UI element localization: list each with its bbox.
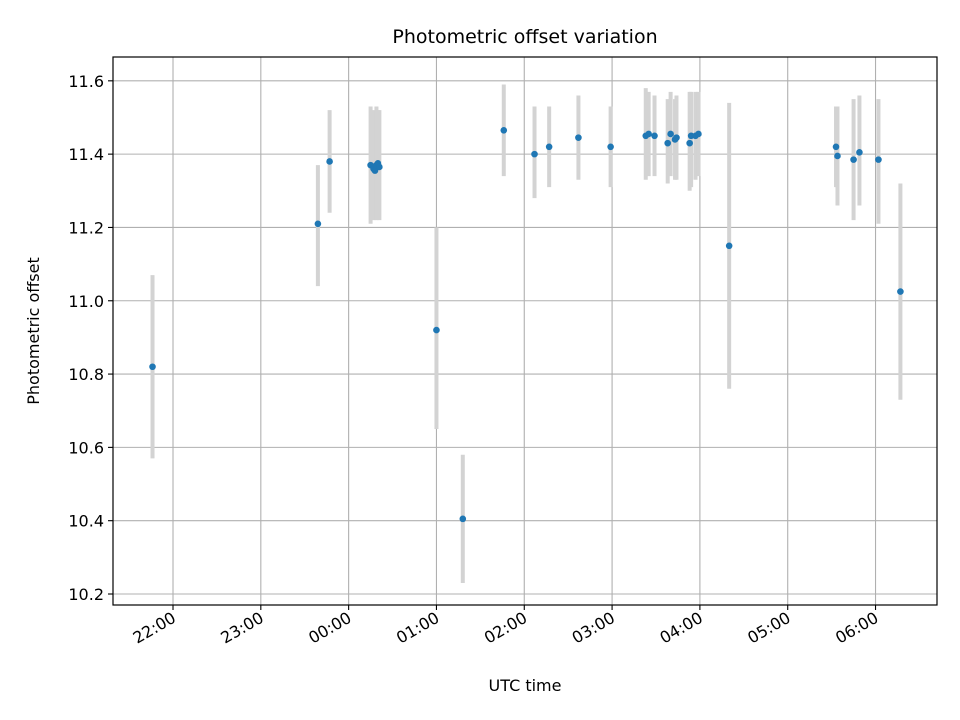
data-point (326, 158, 333, 165)
data-point (695, 130, 702, 138)
data-point (673, 134, 680, 141)
data-point (531, 150, 538, 158)
y-tick-label: 10.4 (68, 512, 104, 531)
y-tick-label: 10.6 (68, 438, 104, 457)
chart-title: Photometric offset variation (392, 26, 657, 48)
plot-frame (112, 56, 938, 606)
data-point (875, 156, 882, 163)
data-point (667, 130, 674, 138)
data-point (856, 149, 863, 156)
y-tick-label: 10.2 (68, 585, 104, 604)
y-axis-label: Photometric offset (24, 257, 43, 405)
data-point (850, 156, 857, 163)
data-point (500, 127, 508, 134)
data-point (314, 220, 322, 228)
data-point (897, 288, 904, 295)
data-point (651, 132, 658, 140)
data-point (459, 515, 467, 523)
x-axis-label: UTC time (489, 676, 562, 695)
y-axis-ticks: 10.2 10.4 10.6 10.8 11.0 11.2 11.4 11.6 (68, 72, 113, 604)
data-point (664, 139, 671, 147)
y-tick-label: 11.2 (68, 218, 104, 237)
y-tick-label: 11.4 (68, 145, 104, 164)
data-point (832, 143, 840, 151)
data-point (645, 130, 652, 138)
data-point (545, 143, 553, 151)
y-tick-label: 11.6 (68, 72, 104, 91)
data-point (607, 143, 614, 151)
data-point (575, 134, 582, 141)
data-point (725, 242, 733, 250)
y-tick-label: 10.8 (68, 365, 104, 384)
data-point (149, 363, 156, 371)
data-point (376, 163, 383, 171)
data-point (371, 167, 379, 174)
y-tick-label: 11.0 (68, 292, 104, 311)
data-point (834, 152, 841, 160)
data-point (686, 139, 693, 147)
data-points (149, 127, 904, 523)
data-point (433, 326, 440, 334)
